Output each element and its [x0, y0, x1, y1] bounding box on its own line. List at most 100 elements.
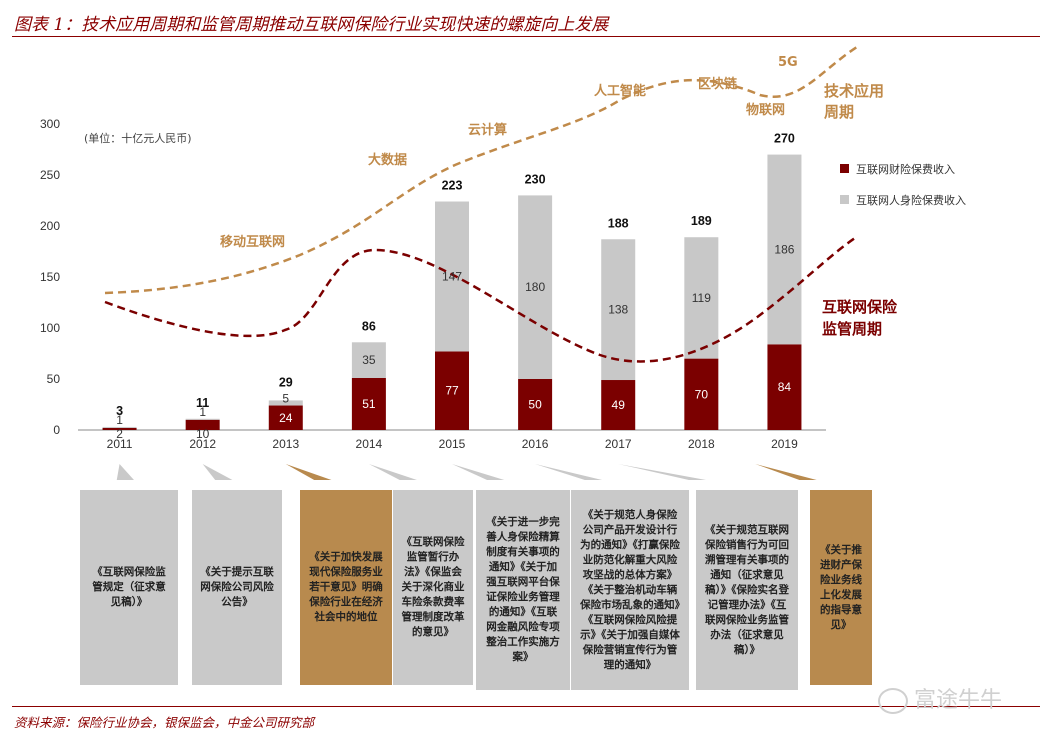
label-property-2014: 51: [362, 397, 376, 411]
x-tick-label: 2018: [688, 437, 715, 451]
x-tick-label: 2014: [356, 437, 383, 451]
regulatory-cycle-curve: [104, 236, 856, 363]
bar-property-2012: [185, 419, 220, 430]
label-property-2015: 77: [445, 384, 459, 398]
label-total-2019: 270: [774, 132, 795, 146]
bar-life-2016: [518, 195, 553, 379]
label-total-2015: 223: [442, 179, 463, 193]
label-life-2019: 186: [774, 242, 794, 256]
y-tick-label: 300: [40, 117, 60, 131]
callout-arrow-0: [116, 464, 134, 480]
watermark: 富途牛牛: [878, 682, 1002, 714]
callout-arrow-6: [618, 464, 707, 480]
bar-life-2013: [268, 400, 303, 406]
bar-property-2016: [518, 379, 553, 430]
tech-milestone-label: 大数据: [368, 152, 407, 168]
label-property-2012: 10: [196, 427, 210, 441]
bar-property-2018: [684, 358, 719, 430]
bar-property-2017: [601, 380, 636, 430]
bar-life-2015: [435, 201, 469, 352]
y-tick-label: 150: [40, 270, 60, 284]
legend-label-property: 互联网财险保费收入: [856, 162, 955, 176]
label-life-2013: 5: [282, 391, 289, 405]
y-tick-label: 100: [40, 321, 60, 335]
label-total-2018: 189: [691, 214, 712, 228]
label-property-2011: 2: [116, 427, 123, 441]
policy-box: 《关于进一步完善人身保险精算制度有关事项的通知》《关于加强互联网平台保证保险业务…: [476, 490, 570, 690]
bar-property-2019: [767, 344, 802, 430]
label-life-2017: 138: [608, 303, 628, 317]
x-tick-label: 2015: [439, 437, 466, 451]
source-note: 资料来源：保险行业协会，银保监会，中金公司研究部: [14, 715, 315, 730]
policy-box: 《关于加快发展现代保险服务业若干意见》明确保险行业在经济社会中的地位: [300, 490, 392, 685]
reg-cycle-title-2: 监管周期: [822, 320, 882, 338]
callout-arrow-4: [452, 464, 505, 480]
label-life-2015: 147: [442, 269, 462, 283]
label-property-2019: 84: [778, 380, 792, 394]
watermark-text: 富途牛牛: [914, 688, 1003, 713]
label-life-2016: 180: [525, 280, 545, 294]
callout-arrow-5: [535, 464, 603, 480]
policy-box: 《关于规范互联网保险销售行为可回溯管理有关事项的通知（征求意见稿）》《保险实名登…: [696, 490, 798, 690]
callout-arrow-1: [202, 464, 233, 480]
legend-swatch-property: [840, 164, 849, 173]
tech-milestone-label: 物联网: [746, 102, 785, 118]
policy-text: 《关于规范人身保险公司产品开发设计行为的通知》《打赢保险业防范化解重大风险攻坚战…: [580, 508, 680, 671]
figure-title: 图表 1：技术应用周期和监管周期推动互联网保险行业实现快速的螺旋向上发展: [14, 15, 609, 35]
policy-text: 《关于提示互联网保险公司风险公告》: [200, 566, 274, 608]
y-tick-label: 200: [40, 219, 60, 233]
policy-callout-arrows: [116, 464, 817, 480]
policy-box: 《互联网保险监管规定（征求意见稿）》: [80, 490, 178, 685]
policy-box: 《关于规范人身保险公司产品开发设计行为的通知》《打赢保险业防范化解重大风险攻坚战…: [571, 490, 689, 690]
bar-property-2013: [268, 405, 303, 430]
reg-cycle-title-1: 互联网保险: [822, 298, 898, 316]
x-tick-label: 2011: [107, 437, 133, 451]
label-total-2016: 230: [525, 172, 546, 186]
unit-note: (单位：十亿元人民币): [84, 131, 192, 145]
tech-milestone-label: 人工智能: [594, 83, 646, 99]
tech-milestone-label: 区块链: [698, 76, 738, 92]
policy-text: 《互联网保险监管规定（征求意见稿）》: [92, 566, 166, 608]
policy-text: 《关于规范互联网保险销售行为可回溯管理有关事项的通知（征求意见稿）》《保险实名登…: [705, 523, 789, 656]
label-total-2013: 29: [279, 375, 293, 389]
tech-milestone-label: 云计算: [468, 122, 507, 138]
policy-text: 《关于推进财产保险业务线上化发展的指导意见》: [820, 543, 862, 631]
bar-life-2014: [351, 342, 386, 378]
policy-box: 《互联网保险监管暂行办法》《保监会关于深化商业车险条款费率管理制度改革的意见》: [393, 490, 473, 685]
tech-cycle-title-2: 周期: [824, 103, 854, 121]
bar-life-2012: [185, 418, 220, 420]
bar-life-2018: [684, 237, 719, 359]
label-life-2014: 35: [362, 353, 376, 367]
tech-milestone-label: 移动互联网: [220, 234, 285, 250]
policy-text: 《互联网保险监管暂行办法》《保监会关于深化商业车险条款费率管理制度改革的意见》: [401, 536, 465, 638]
legend-swatch-life: [840, 195, 849, 204]
label-total-2012: 11: [196, 396, 209, 410]
label-property-2016: 50: [528, 398, 542, 412]
watermark-icon: [878, 688, 908, 714]
tech-cycle-curve: [104, 43, 861, 295]
x-tick-label: 2019: [771, 437, 798, 451]
tech-cycle-title-1: 技术应用: [824, 82, 884, 100]
x-tick-label: 2012: [189, 437, 216, 451]
callout-arrow-2: [285, 464, 332, 480]
policy-box: 《关于推进财产保险业务线上化发展的指导意见》: [810, 490, 872, 685]
legend-label-life: 互联网人身险保费收入: [856, 193, 966, 207]
bar-life-2017: [601, 239, 636, 381]
bar-life-2011: [102, 426, 137, 428]
y-tick-label: 50: [47, 372, 61, 386]
x-tick-label: 2013: [272, 437, 299, 451]
bar-life-2019: [767, 154, 802, 345]
label-property-2018: 70: [695, 387, 709, 401]
label-property-2013: 24: [279, 411, 293, 425]
label-life-2012: 1: [199, 405, 206, 419]
label-total-2017: 188: [608, 216, 629, 230]
title-rule: [12, 36, 1040, 37]
y-tick-label: 250: [40, 168, 60, 182]
chart-labels: 2131011124529513586771472235018023049138…: [116, 132, 795, 441]
source-rule: [12, 706, 1040, 707]
policy-text: 《关于进一步完善人身保险精算制度有关事项的通知》《关于加强互联网平台保证保险业务…: [486, 516, 560, 663]
